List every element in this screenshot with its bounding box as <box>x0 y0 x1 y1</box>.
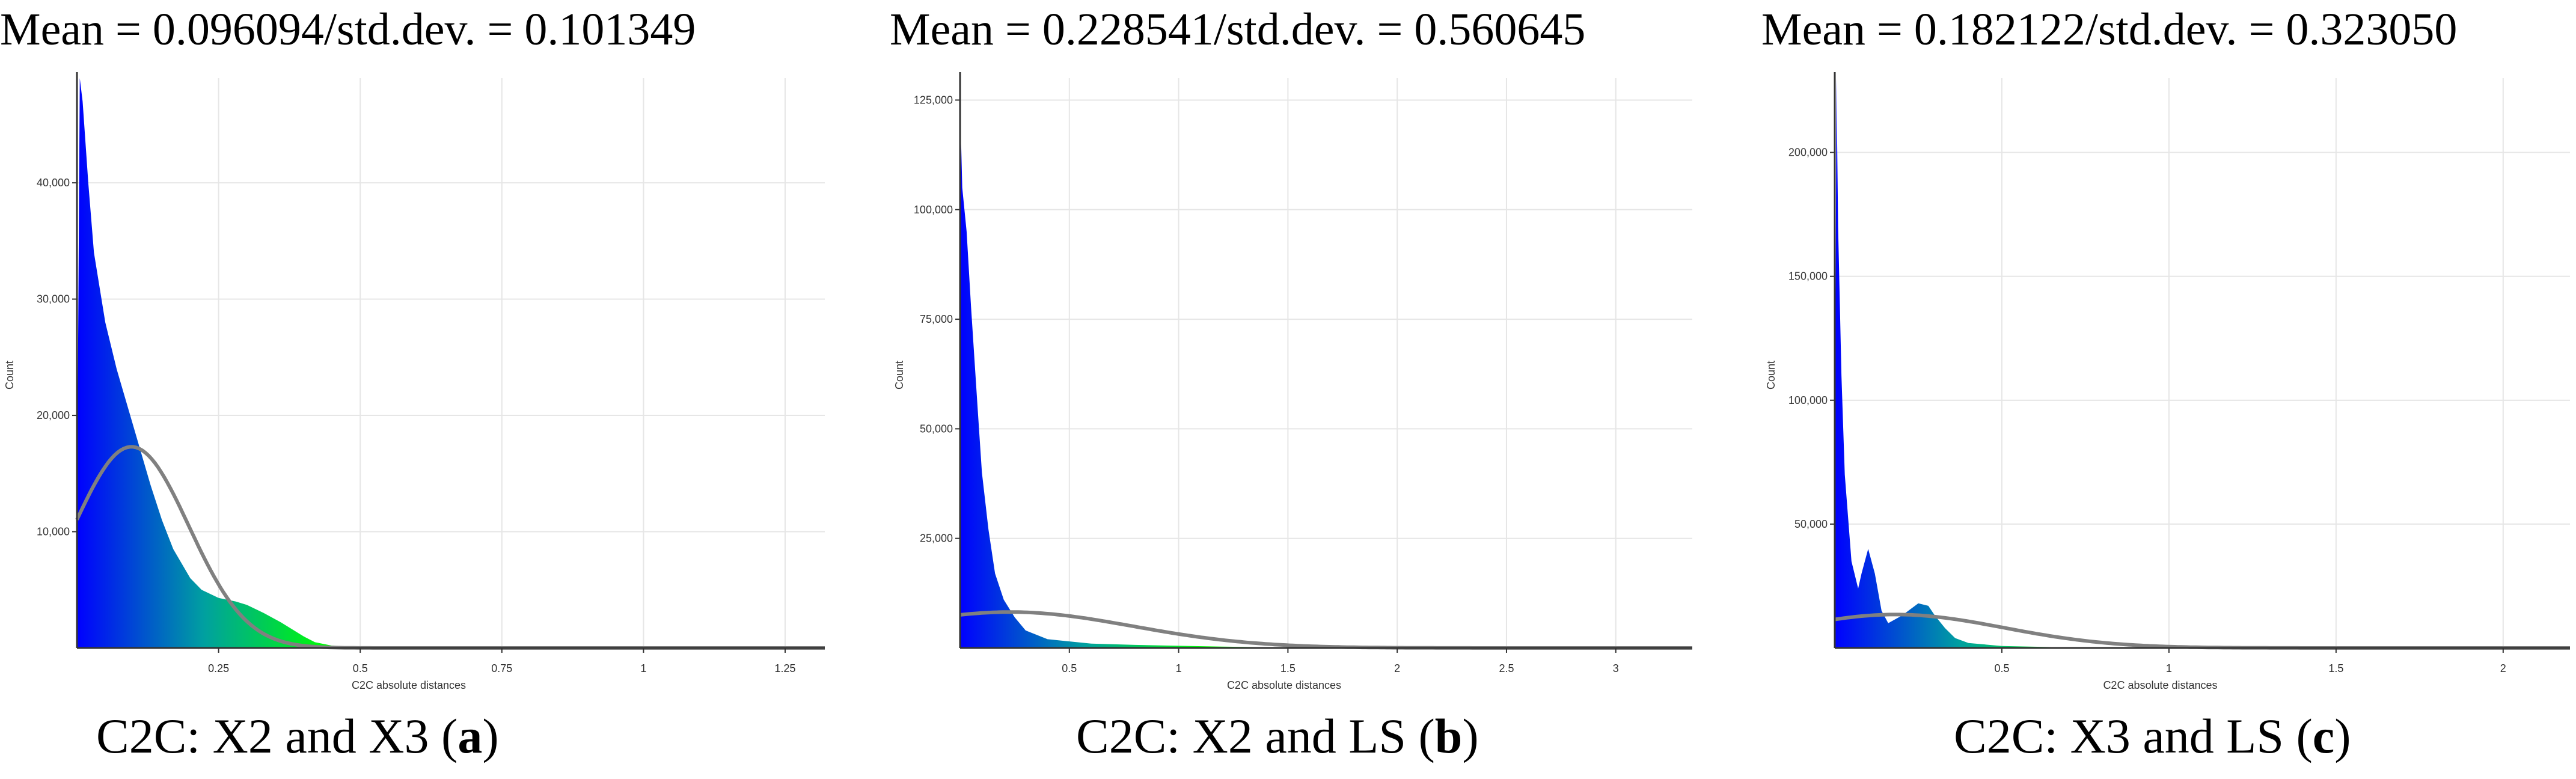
y-axis-label: Count <box>4 361 16 389</box>
y-tick-label: 100,000 <box>914 204 953 216</box>
x-tick-label: 2.5 <box>1499 662 1514 674</box>
histogram-chart: 0.5 1 1.5 2 50,000 100,000 150,000 200,000 C2C a… <box>1765 72 2570 691</box>
x-tick-label: 0.5 <box>1062 662 1077 674</box>
y-tick-label: 50,000 <box>1794 518 1828 530</box>
stat-title: Mean = 0.182122/std.dev. = 0.323050 <box>1761 4 2458 55</box>
caption-close: ) <box>1462 709 1479 763</box>
caption-close: ) <box>482 709 499 763</box>
caption-text: C2C: X3 and LS ( <box>1954 709 2313 763</box>
y-axis-label: Count <box>1765 361 1777 389</box>
panel-c: Mean = 0.182122/std.dev. = 0.323050 0.5 1… <box>1761 0 2576 779</box>
x-tick-label: 1 <box>1176 662 1182 674</box>
y-tick-label: 125,000 <box>914 94 953 106</box>
caption: C2C: X2 and X3 (a) <box>96 708 499 765</box>
x-axis-label: C2C absolute distances <box>352 679 466 691</box>
histogram-area <box>77 78 814 648</box>
y-tick-label: 30,000 <box>37 293 70 305</box>
x-axis-label: C2C absolute distances <box>2103 679 2217 691</box>
y-tick-label: 10,000 <box>37 526 70 538</box>
histogram-chart: 0.25 0.5 0.75 1 1.25 10,000 20,000 30,000 40,000… <box>4 72 825 691</box>
x-tick-label: 2 <box>1394 662 1400 674</box>
x-tick-label: 3 <box>1613 662 1619 674</box>
x-tick-label: 1 <box>640 662 646 674</box>
y-tick-label: 20,000 <box>37 409 70 421</box>
x-tick-label: 0.5 <box>1994 662 2009 674</box>
y-tick-label: 50,000 <box>920 423 953 435</box>
stat-title: Mean = 0.228541/std.dev. = 0.560645 <box>890 4 1586 55</box>
y-tick-label: 150,000 <box>1788 270 1828 283</box>
histogram-area <box>1835 78 2570 648</box>
x-tick-label: 2 <box>2500 662 2506 674</box>
x-tick-label: 1.5 <box>2328 662 2343 674</box>
y-tick-label: 100,000 <box>1788 394 1828 406</box>
histogram-chart: 0.5 1 1.5 2 2.5 3 25,000 50,000 75,000 100,000 125… <box>893 72 1692 691</box>
x-axis-label: C2C absolute distances <box>1227 679 1341 691</box>
y-tick-label: 200,000 <box>1788 147 1828 159</box>
caption-text: C2C: X2 and LS ( <box>1076 709 1435 763</box>
caption-text: C2C: X2 and X3 ( <box>96 709 458 763</box>
y-tick-label: 25,000 <box>920 533 953 545</box>
caption: C2C: X2 and LS (b) <box>1076 708 1479 765</box>
caption-letter: c <box>2312 709 2335 763</box>
stat-title: Mean = 0.096094/std.dev. = 0.101349 <box>0 4 696 55</box>
x-tick-label: 1 <box>2166 662 2172 674</box>
x-tick-label: 1.25 <box>775 662 796 674</box>
panel-a: Mean = 0.096094/std.dev. = 0.101349 0.25… <box>0 0 830 779</box>
caption: C2C: X3 and LS (c) <box>1954 708 2351 765</box>
caption-letter: a <box>457 709 483 763</box>
x-tick-label: 1.5 <box>1280 662 1296 674</box>
y-tick-label: 75,000 <box>920 313 953 325</box>
x-tick-label: 0.5 <box>353 662 368 674</box>
y-tick-label: 40,000 <box>37 177 70 189</box>
caption-close: ) <box>2334 709 2351 763</box>
y-axis-label: Count <box>893 361 905 389</box>
x-tick-label: 0.25 <box>208 662 229 674</box>
caption-letter: b <box>1434 709 1463 763</box>
x-tick-label: 0.75 <box>491 662 512 674</box>
panel-b: Mean = 0.228541/std.dev. = 0.560645 0.5 1… <box>890 0 1719 779</box>
